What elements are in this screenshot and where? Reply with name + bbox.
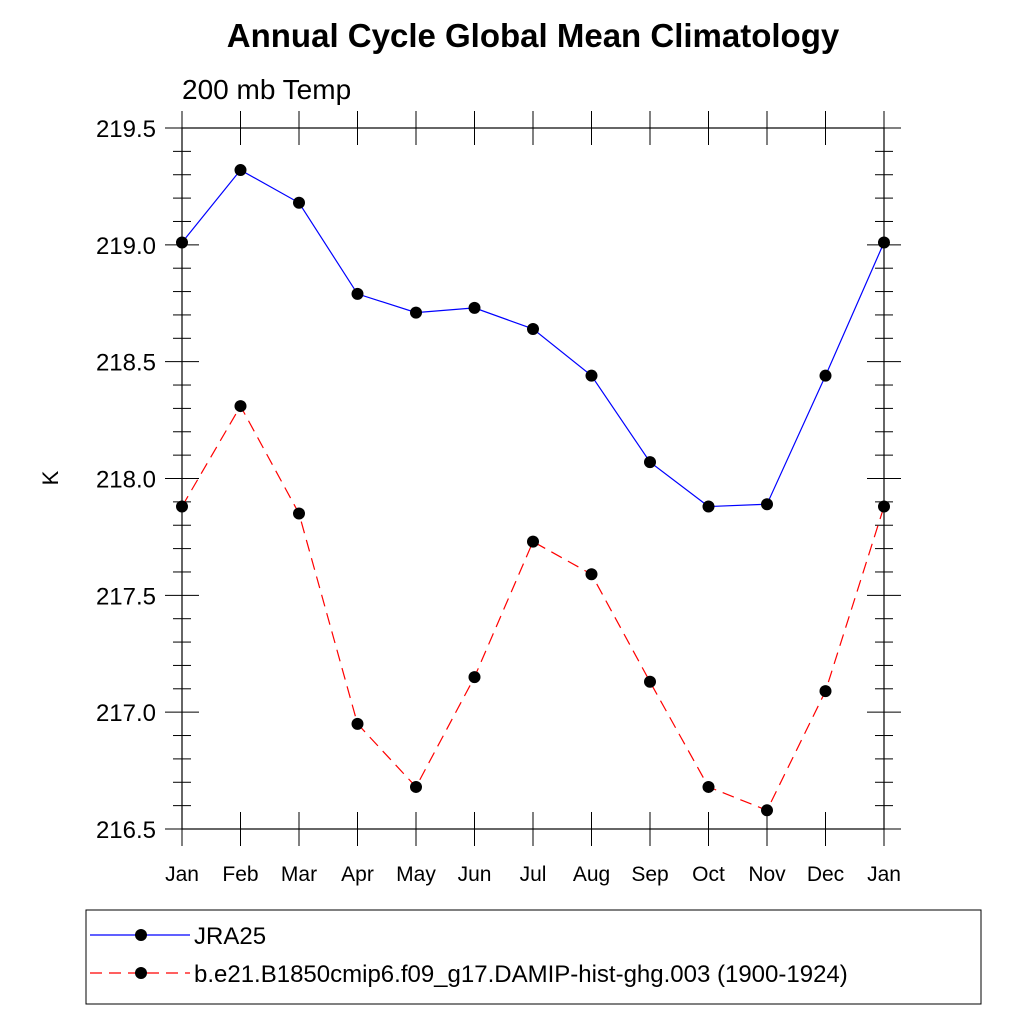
data-point	[878, 500, 890, 513]
x-tick-label: Dec	[807, 863, 844, 886]
data-point	[527, 535, 539, 548]
y-axis-label: K	[38, 470, 63, 485]
x-tick-label: Jun	[458, 863, 492, 886]
data-point	[819, 369, 832, 382]
data-point	[527, 322, 539, 335]
legend-label: b.e21.B1850cmip6.f09_g17.DAMIP-hist-ghg.…	[194, 961, 848, 988]
data-point	[468, 671, 481, 684]
data-point	[644, 675, 656, 688]
legend-marker	[135, 929, 147, 941]
data-point	[761, 498, 773, 511]
axis-ticks	[165, 111, 901, 846]
legend-marker	[135, 967, 147, 979]
y-tick-label: 217.0	[96, 700, 156, 727]
series-2	[176, 400, 890, 817]
legend-item: JRA25	[90, 923, 266, 950]
x-tick-label: Jan	[867, 863, 901, 886]
legend-label: JRA25	[194, 923, 266, 950]
x-tick-label: Feb	[222, 863, 258, 886]
data-point	[468, 301, 481, 314]
chart-subtitle: 200 mb Temp	[182, 74, 351, 105]
data-point	[293, 507, 305, 520]
x-tick-label: Sep	[631, 863, 668, 886]
x-tick-label: Aug	[573, 863, 610, 886]
x-tick-label: Nov	[748, 863, 786, 886]
series-line	[181, 169, 885, 508]
data-point	[702, 780, 715, 793]
x-tick-label: May	[396, 863, 436, 886]
data-point	[176, 500, 188, 513]
series-layer	[176, 164, 890, 817]
data-point	[644, 456, 656, 469]
data-point	[878, 236, 890, 249]
series-line	[181, 404, 885, 812]
data-point	[410, 780, 422, 793]
x-tick-label: Jan	[165, 863, 199, 886]
data-point	[585, 568, 598, 581]
x-tick-label: Mar	[281, 863, 317, 886]
data-point	[351, 287, 364, 300]
x-tick-labels: Jan Feb Mar Apr May Jun Jul Aug Sep Oct Nov Dec Jan	[165, 863, 901, 886]
y-tick-label: 218.0	[96, 467, 156, 494]
y-tick-label: 219.5	[96, 116, 156, 143]
x-tick-label: Apr	[341, 863, 374, 886]
data-point	[702, 500, 715, 513]
data-point	[351, 717, 364, 730]
legend: JRA25 b.e21.B1850cmip6.f09_g17.DAMIP-hist…	[90, 923, 848, 988]
y-tick-label: 218.5	[96, 350, 156, 377]
chart-title: Annual Cycle Global Mean Climatology	[227, 17, 840, 54]
data-point	[761, 804, 773, 817]
data-point	[234, 400, 247, 413]
data-point	[176, 236, 188, 249]
legend-box	[85, 909, 982, 1005]
y-tick-labels: 216.5 217.0 217.5 218.0 218.5 219.0 219.5	[96, 116, 156, 844]
y-tick-label: 217.5	[96, 583, 156, 610]
data-point	[819, 685, 832, 698]
data-point	[410, 306, 422, 319]
data-point	[293, 196, 305, 209]
data-point	[585, 369, 598, 382]
legend-item: b.e21.B1850cmip6.f09_g17.DAMIP-hist-ghg.…	[90, 961, 848, 988]
series-1	[176, 164, 890, 513]
x-tick-label: Oct	[692, 863, 725, 886]
y-tick-label: 216.5	[96, 817, 156, 844]
x-tick-label: Jul	[520, 863, 547, 886]
y-tick-label: 219.0	[96, 233, 156, 260]
data-point	[234, 164, 247, 177]
